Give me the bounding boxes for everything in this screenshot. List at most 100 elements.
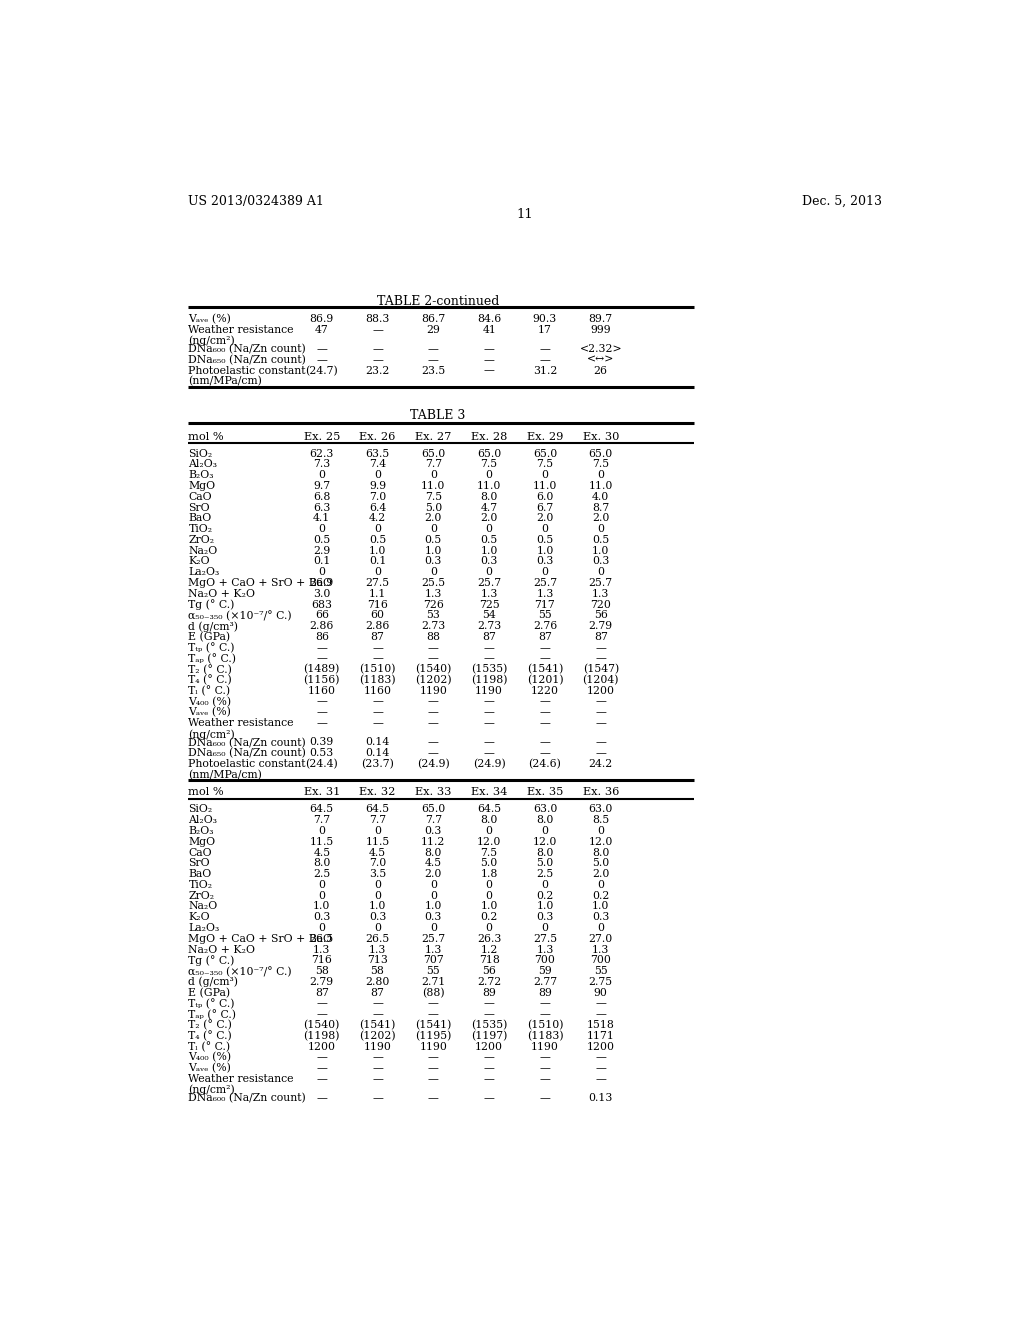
Text: BaO: BaO <box>188 513 212 523</box>
Text: 2.0: 2.0 <box>480 513 498 523</box>
Text: 0.5: 0.5 <box>480 535 498 545</box>
Text: V₄₀₀ (%): V₄₀₀ (%) <box>188 1052 231 1063</box>
Text: B₂O₃: B₂O₃ <box>188 470 214 480</box>
Text: 11.5: 11.5 <box>366 837 390 846</box>
Text: —: — <box>372 708 383 717</box>
Text: (nm/MPa/cm): (nm/MPa/cm) <box>188 376 262 387</box>
Text: 0: 0 <box>318 891 326 900</box>
Text: 63.0: 63.0 <box>589 804 613 814</box>
Text: 1171: 1171 <box>587 1031 614 1040</box>
Text: —: — <box>483 697 495 706</box>
Text: 8.7: 8.7 <box>592 503 609 512</box>
Text: 0: 0 <box>430 923 437 933</box>
Text: Ex. 30: Ex. 30 <box>583 432 618 442</box>
Text: —: — <box>428 738 439 747</box>
Text: 0.3: 0.3 <box>537 557 554 566</box>
Text: —: — <box>428 697 439 706</box>
Text: —: — <box>316 355 328 364</box>
Text: TABLE 3: TABLE 3 <box>411 409 466 421</box>
Text: 0: 0 <box>318 568 326 577</box>
Text: 0: 0 <box>374 891 381 900</box>
Text: 2.0: 2.0 <box>592 513 609 523</box>
Text: —: — <box>540 355 550 364</box>
Text: —: — <box>428 1010 439 1019</box>
Text: Vₐᵥₑ (%): Vₐᵥₑ (%) <box>188 708 231 718</box>
Text: 2.75: 2.75 <box>589 977 612 987</box>
Text: CaO: CaO <box>188 492 212 502</box>
Text: SiO₂: SiO₂ <box>188 449 213 458</box>
Text: 2.79: 2.79 <box>589 622 612 631</box>
Text: —: — <box>372 1063 383 1073</box>
Text: —: — <box>428 345 439 354</box>
Text: 5.0: 5.0 <box>480 858 498 869</box>
Text: —: — <box>540 1093 550 1104</box>
Text: —: — <box>540 653 550 664</box>
Text: 0.14: 0.14 <box>366 738 390 747</box>
Text: DNa₆₅₀ (Na/Zn count): DNa₆₅₀ (Na/Zn count) <box>188 355 306 366</box>
Text: 2.80: 2.80 <box>366 977 390 987</box>
Text: —: — <box>372 718 383 729</box>
Text: —: — <box>483 345 495 354</box>
Text: (24.9): (24.9) <box>473 759 506 770</box>
Text: 0.2: 0.2 <box>592 891 609 900</box>
Text: 0: 0 <box>318 524 326 535</box>
Text: —: — <box>316 697 328 706</box>
Text: 0.53: 0.53 <box>309 748 334 758</box>
Text: —: — <box>483 1052 495 1063</box>
Text: (1198): (1198) <box>303 1031 340 1041</box>
Text: mol %: mol % <box>188 788 224 797</box>
Text: 0.2: 0.2 <box>537 891 554 900</box>
Text: 7.5: 7.5 <box>537 459 554 470</box>
Text: 4.2: 4.2 <box>369 513 386 523</box>
Text: (1535): (1535) <box>471 1020 507 1031</box>
Text: 87: 87 <box>371 987 384 998</box>
Text: 6.0: 6.0 <box>537 492 554 502</box>
Text: 700: 700 <box>590 956 611 965</box>
Text: 2.86: 2.86 <box>366 622 390 631</box>
Text: 64.5: 64.5 <box>309 804 334 814</box>
Text: (1541): (1541) <box>415 1020 452 1031</box>
Text: —: — <box>316 1093 328 1104</box>
Text: 7.4: 7.4 <box>369 459 386 470</box>
Text: 47: 47 <box>314 325 329 335</box>
Text: —: — <box>428 643 439 652</box>
Text: —: — <box>316 643 328 652</box>
Text: 65.0: 65.0 <box>421 449 445 458</box>
Text: 2.0: 2.0 <box>537 513 554 523</box>
Text: 27.5: 27.5 <box>532 933 557 944</box>
Text: La₂O₃: La₂O₃ <box>188 923 220 933</box>
Text: 2.5: 2.5 <box>313 869 331 879</box>
Text: 0.3: 0.3 <box>425 826 442 836</box>
Text: (ng/cm²): (ng/cm²) <box>188 335 236 346</box>
Text: (1201): (1201) <box>526 675 563 685</box>
Text: (24.4): (24.4) <box>305 759 338 770</box>
Text: 1190: 1190 <box>420 686 447 696</box>
Text: 9.7: 9.7 <box>313 480 331 491</box>
Text: 55: 55 <box>594 966 607 975</box>
Text: 11.0: 11.0 <box>421 480 445 491</box>
Text: V₄₀₀ (%): V₄₀₀ (%) <box>188 697 231 708</box>
Text: 1518: 1518 <box>587 1020 614 1030</box>
Text: —: — <box>428 998 439 1008</box>
Text: 25.7: 25.7 <box>532 578 557 587</box>
Text: Ex. 29: Ex. 29 <box>526 432 563 442</box>
Text: —: — <box>372 355 383 364</box>
Text: 87: 87 <box>371 632 384 642</box>
Text: —: — <box>372 325 383 335</box>
Text: —: — <box>595 1063 606 1073</box>
Text: 8.0: 8.0 <box>313 858 331 869</box>
Text: 0.3: 0.3 <box>592 912 609 923</box>
Text: 11.0: 11.0 <box>532 480 557 491</box>
Text: 12.0: 12.0 <box>589 837 613 846</box>
Text: 25.5: 25.5 <box>421 578 445 587</box>
Text: 700: 700 <box>535 956 555 965</box>
Text: 89: 89 <box>482 987 496 998</box>
Text: —: — <box>428 1093 439 1104</box>
Text: T₄ (° C.): T₄ (° C.) <box>188 1031 232 1041</box>
Text: Tₜₚ (° C.): Tₜₚ (° C.) <box>188 998 234 1008</box>
Text: 86: 86 <box>314 632 329 642</box>
Text: 0: 0 <box>485 923 493 933</box>
Text: 1.0: 1.0 <box>369 545 386 556</box>
Text: Vₐᵥₑ (%): Vₐᵥₑ (%) <box>188 1063 231 1073</box>
Text: —: — <box>483 1010 495 1019</box>
